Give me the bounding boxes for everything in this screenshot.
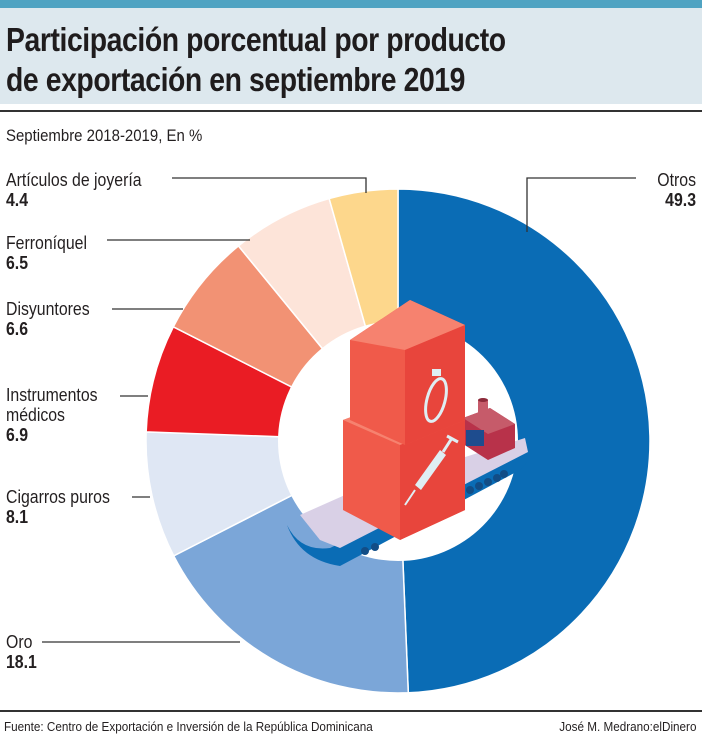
label-text: Artículos de joyería: [6, 170, 142, 190]
ring-icon: [424, 369, 448, 423]
label-instrumentos: Instrumentos médicos 6.9: [6, 385, 98, 445]
label-otros: Otros 49.3: [657, 170, 696, 210]
leader-lines: [42, 177, 636, 643]
data-label: 6.9: [6, 425, 29, 445]
data-label: 49.3: [665, 190, 696, 210]
data-label: 6.5: [6, 253, 29, 273]
label-joyeria: Artículos de joyería 4.4: [6, 170, 142, 210]
title-line-1: Participación porcentual por producto: [6, 21, 506, 58]
leader-line-otros: [526, 177, 636, 232]
label-ferroniquel: Ferroníquel 6.5: [6, 233, 87, 273]
header-band: Participación porcentual por producto de…: [0, 8, 702, 104]
container-icon: [343, 300, 465, 540]
chart-subtitle: Septiembre 2018-2019, En %: [6, 126, 203, 145]
data-label: 8.1: [6, 507, 29, 527]
label-oro: Oro 18.1: [6, 632, 37, 672]
top-accent-bar: [0, 0, 702, 8]
source-note: Fuente: Centro de Exportación e Inversió…: [4, 719, 373, 734]
label-text: Ferroníquel: [6, 233, 88, 253]
chart-title: Participación porcentual por producto de…: [6, 20, 506, 100]
footer-rule: [0, 710, 702, 712]
label-text: Disyuntores: [6, 299, 90, 319]
label-text: médicos: [6, 405, 65, 425]
label-cigarros: Cigarros puros 8.1: [6, 487, 110, 527]
label-disyuntores: Disyuntores 6.6: [6, 299, 90, 339]
header-rule: [0, 110, 702, 112]
ship-cabin-icon: [463, 398, 515, 460]
data-label: 4.4: [6, 190, 29, 210]
syringe-icon: [404, 434, 459, 506]
title-line-2: de exportación en septiembre 2019: [6, 61, 466, 98]
data-label: 18.1: [6, 652, 37, 672]
credit: José M. Medrano:elDinero: [558, 719, 696, 734]
label-text: Oro: [6, 632, 33, 652]
label-text: Instrumentos: [6, 385, 98, 405]
label-text: Otros: [657, 170, 696, 190]
data-label: 6.6: [6, 319, 29, 339]
leader-line-joyeria: [172, 177, 367, 193]
label-text: Cigarros puros: [6, 487, 110, 507]
